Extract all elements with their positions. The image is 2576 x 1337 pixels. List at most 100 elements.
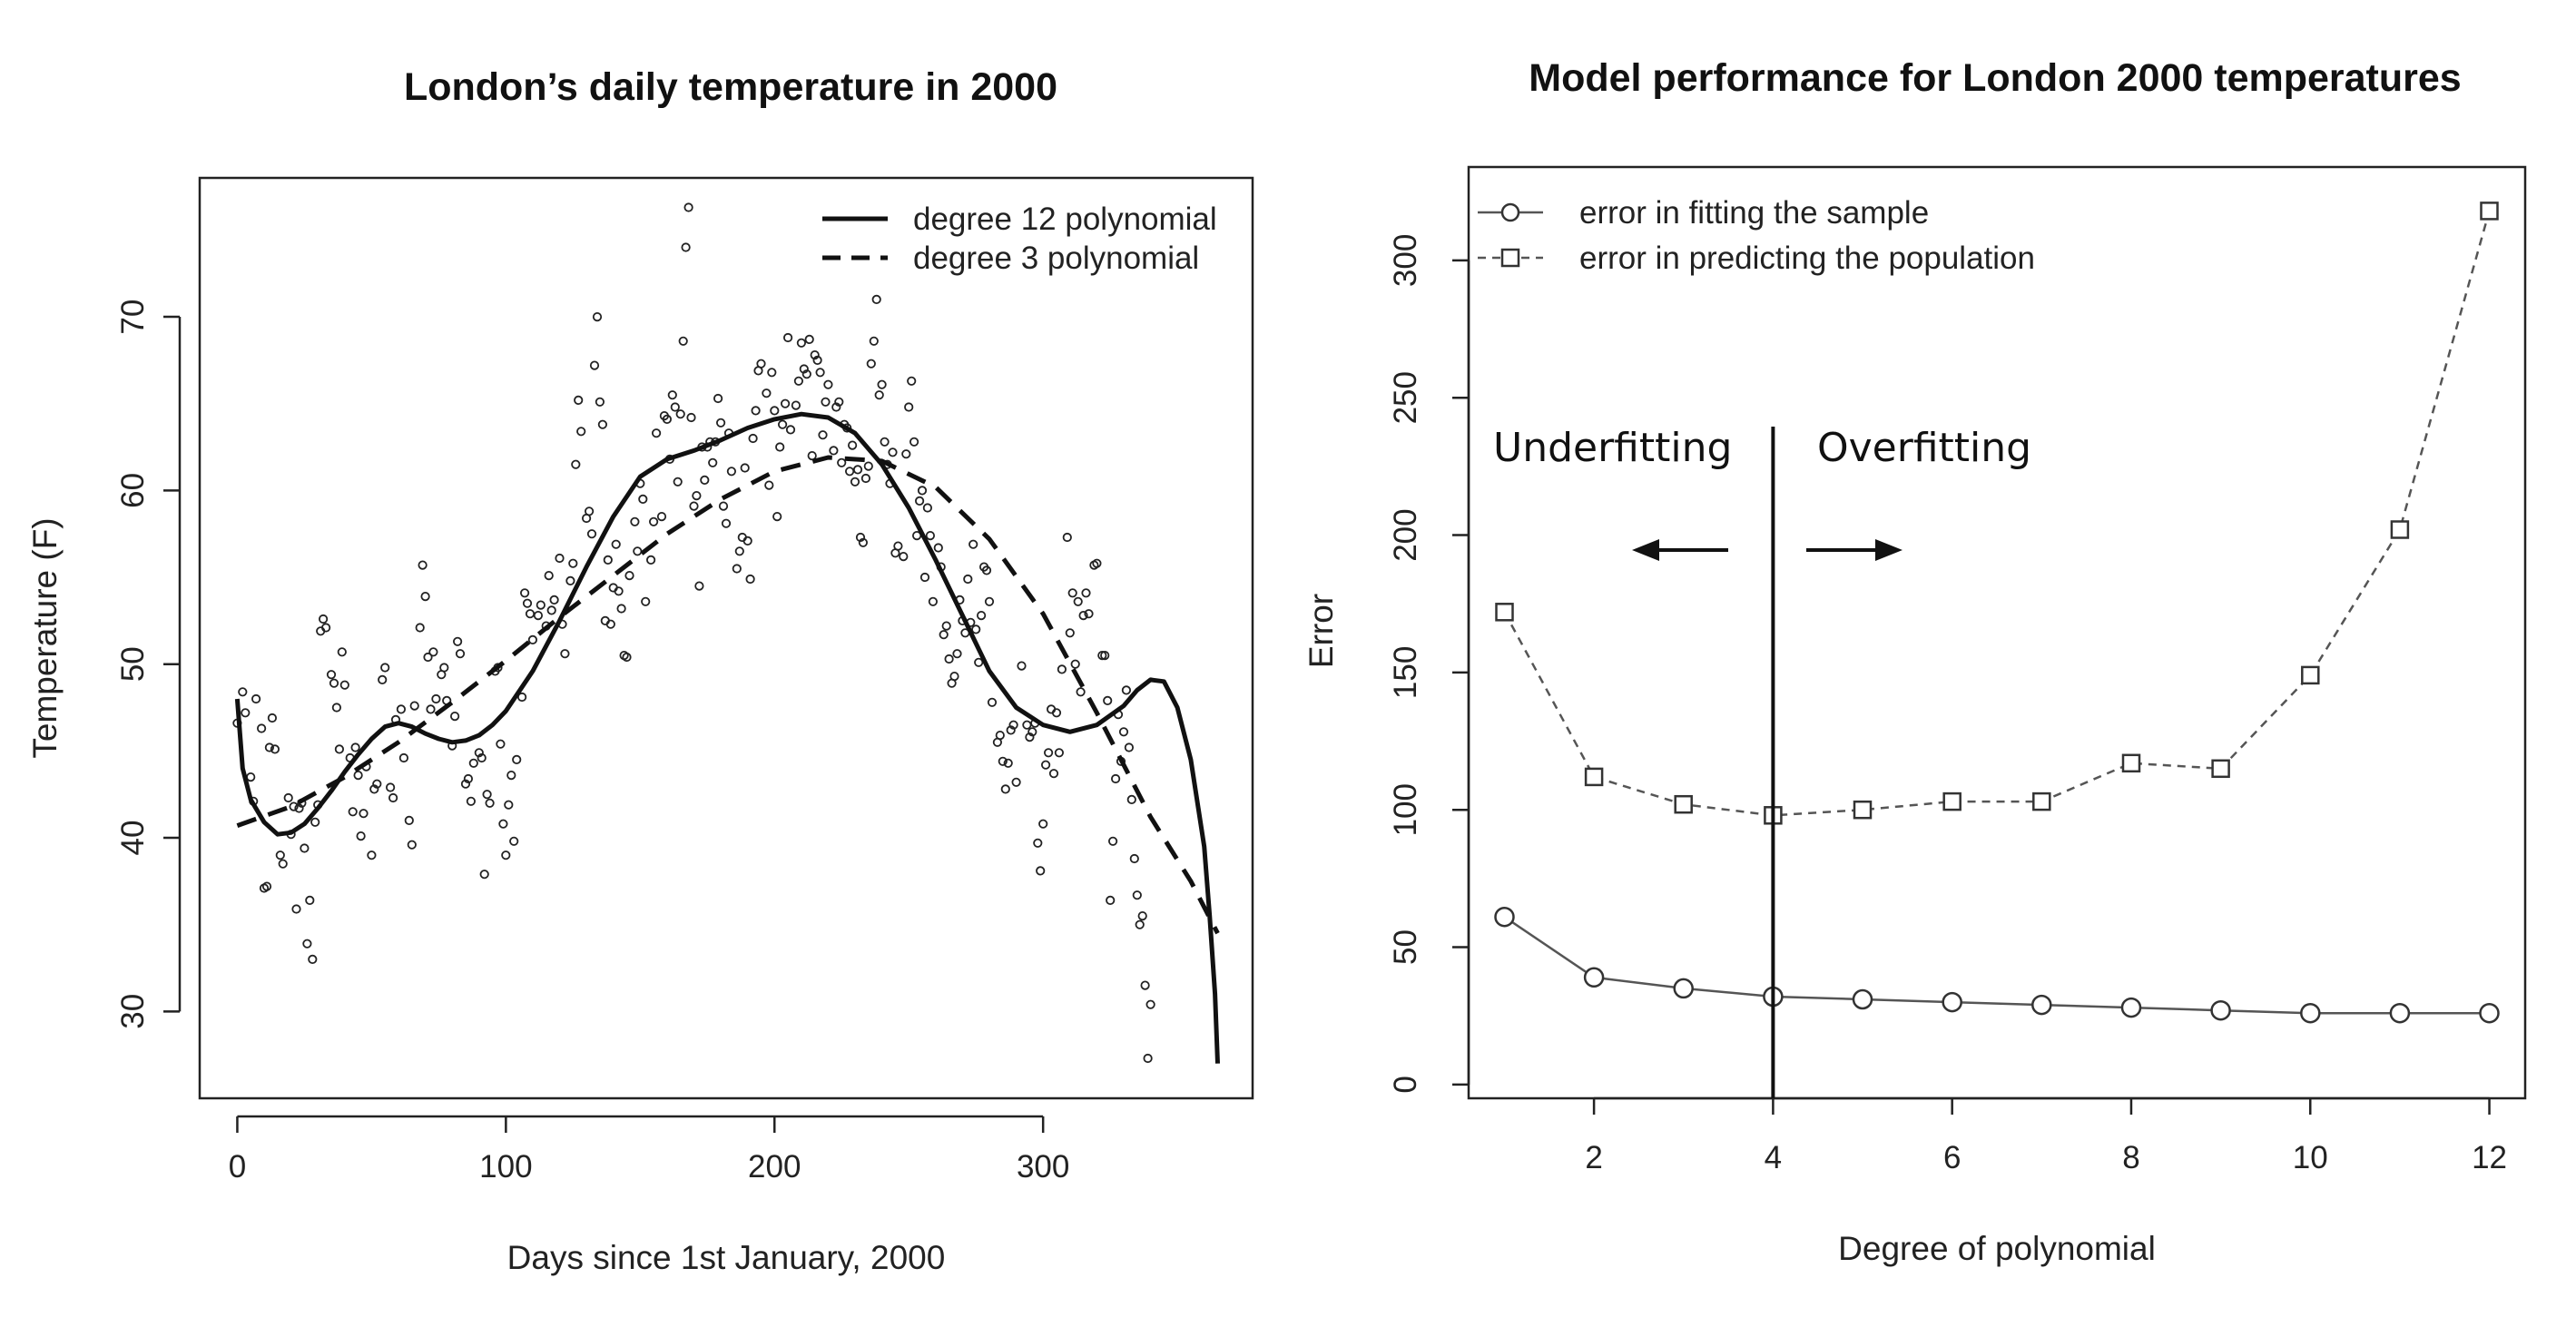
population-error-line (1503, 211, 2491, 817)
data-point (823, 379, 833, 389)
data-point (1121, 685, 1132, 695)
y-tick-label: 0 (1388, 1076, 1423, 1093)
data-point (799, 364, 809, 374)
data-point (501, 850, 511, 860)
sample-error-point (1673, 978, 1694, 999)
x-tick-label: 100 (479, 1149, 532, 1185)
data-point (745, 574, 755, 585)
data-point (449, 711, 460, 722)
data-point (941, 621, 951, 631)
y-tick-label: 30 (115, 994, 151, 1029)
data-point (852, 465, 863, 475)
x-axis-title: Degree of polynomial (1838, 1230, 2156, 1267)
data-point (1022, 720, 1032, 730)
data-point (630, 516, 640, 526)
data-point (829, 446, 839, 456)
data-point (837, 457, 847, 467)
data-point (1118, 727, 1129, 737)
data-point (614, 586, 624, 596)
data-point (536, 600, 546, 610)
data-point (592, 311, 603, 322)
data-point (270, 744, 280, 754)
data-point (426, 704, 436, 714)
data-point (468, 758, 478, 768)
data-point (793, 376, 804, 386)
error-series (1494, 202, 2500, 1024)
data-point (512, 754, 522, 765)
data-point (764, 480, 774, 490)
legend-marker-square (1500, 248, 1520, 268)
data-point (320, 623, 331, 633)
data-point (463, 773, 474, 784)
data-point (1044, 748, 1054, 758)
data-point (1103, 695, 1113, 706)
data-point (686, 412, 696, 423)
data-point (1036, 866, 1046, 876)
data-point (1111, 773, 1121, 784)
data-point (546, 605, 556, 615)
data-point (1135, 919, 1145, 929)
data-point (477, 752, 487, 763)
data-point (1062, 532, 1072, 543)
y-axis-title: Temperature (F) (26, 517, 64, 758)
right-arrow-icon (1806, 539, 1903, 561)
data-point (326, 670, 337, 680)
data-point (350, 742, 360, 752)
y-tick-label: 40 (115, 821, 151, 856)
legend-marker-circle (1500, 202, 1520, 222)
fitted-curves (234, 411, 1220, 1064)
legend-label-degree-3: degree 3 polynomial (913, 241, 1199, 276)
data-point (294, 803, 304, 813)
data-point (772, 511, 782, 522)
data-point (329, 678, 339, 688)
legend-label-degree-12: degree 12 polynomial (913, 202, 1217, 237)
underfitting-label: Underfitting (1493, 425, 1732, 471)
left-arrow-icon (1632, 539, 1728, 561)
data-point (334, 744, 344, 754)
data-point (1038, 819, 1048, 829)
data-point (496, 739, 506, 749)
y-tick-label: 50 (115, 646, 151, 682)
data-point (708, 457, 718, 467)
data-point (899, 551, 909, 562)
data-point (310, 817, 320, 827)
data-point (367, 850, 377, 860)
population-error-point (1674, 794, 1693, 814)
data-point (977, 610, 987, 621)
data-point (396, 704, 406, 714)
plot-frame (198, 176, 1254, 1100)
data-point (356, 831, 366, 841)
data-point (404, 815, 414, 826)
data-point (1033, 838, 1043, 848)
data-point (834, 397, 844, 407)
data-point (762, 388, 772, 398)
data-point (1006, 725, 1016, 735)
data-point (949, 671, 959, 682)
data-point (821, 397, 831, 407)
data-point (1100, 650, 1110, 661)
y-axis: 30 40 50 60 70 (115, 300, 182, 1029)
data-point (780, 398, 791, 408)
data-point (624, 570, 634, 581)
data-point (1025, 732, 1035, 742)
data-point (904, 402, 914, 412)
data-point (474, 748, 484, 758)
sample-error-point (1942, 991, 1962, 1013)
data-point (694, 581, 704, 591)
data-point (1124, 742, 1135, 752)
data-point (595, 397, 605, 407)
x-tick-label: 6 (1943, 1140, 1961, 1175)
sample-error-point (2031, 994, 2052, 1016)
data-point (1078, 610, 1088, 621)
y-tick-label: 70 (115, 300, 151, 335)
data-point (656, 511, 667, 522)
data-point (506, 770, 516, 781)
data-point (256, 723, 267, 733)
data-point (337, 647, 347, 657)
data-point (466, 796, 477, 806)
data-point (339, 680, 349, 690)
data-point (1108, 836, 1118, 846)
data-point (264, 742, 274, 752)
degree-12-curve (234, 411, 1220, 1064)
data-point (675, 409, 685, 419)
